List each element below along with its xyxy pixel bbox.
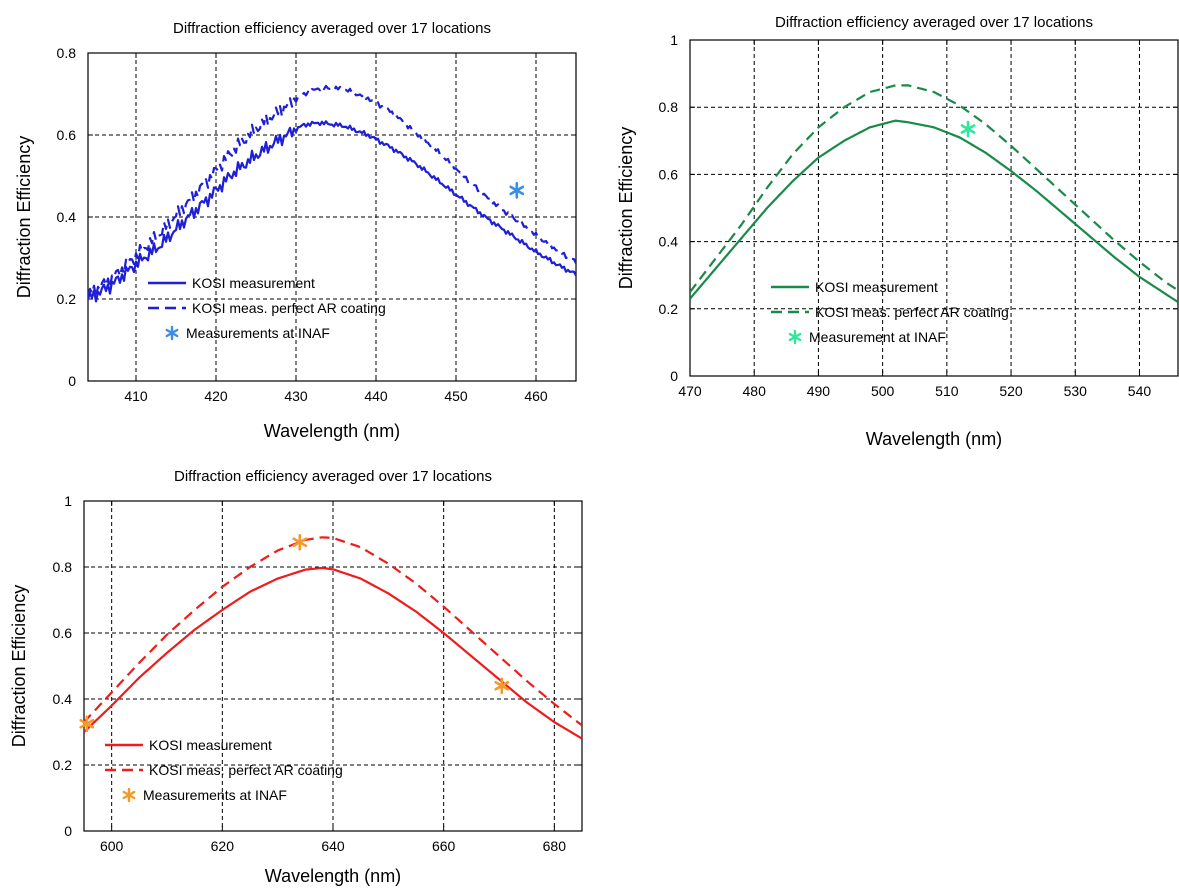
inaf-measurement-point [960,120,976,138]
x-tick-label: 640 [321,838,345,854]
legend-label: KOSI meas. perfect AR coating [192,300,386,316]
series-group [88,84,576,303]
legend-item: KOSI measurement [771,279,938,295]
x-tick-label: 450 [444,388,468,404]
y-tick-label: 0.6 [57,127,77,143]
y-tick-label: 0.6 [53,625,73,641]
y-axis-label: Diffraction Efficiency [14,136,34,298]
legend-star-icon [788,329,802,345]
chart-title: Diffraction efficiency averaged over 17 … [173,20,491,37]
x-tick-label: 460 [524,388,548,404]
legend-item: Measurements at INAF [165,325,330,341]
y-tick-label: 0.4 [53,691,73,707]
chart-title: Diffraction efficiency averaged over 17 … [775,14,1093,31]
y-tick-label: 0.8 [659,99,679,115]
legend-item: KOSI measurement [148,275,315,291]
x-tick-label: 470 [678,383,702,399]
legend: KOSI measurement KOSI meas. perfect AR co… [148,275,386,341]
x-tick-label: 490 [807,383,831,399]
y-tick-label: 0 [670,368,678,384]
series-line-kosi [88,120,576,303]
chart-3: Diffraction efficiency averaged over 17 … [9,468,583,886]
gridlines [88,53,576,381]
plot-area [689,39,1179,377]
y-tick-label: 0.2 [659,301,679,317]
series-line-ar-coating [88,84,576,298]
legend-label: KOSI meas. perfect AR coating [815,304,1009,320]
y-tick-label: 0.8 [57,45,77,61]
legend: KOSI measurement KOSI meas. perfect AR co… [771,279,1009,345]
legend-label: Measurements at INAF [186,325,330,341]
legend-item: KOSI measurement [105,737,272,753]
x-tick-label: 520 [999,383,1023,399]
x-tick-label: 540 [1128,383,1152,399]
chart-title: Diffraction efficiency averaged over 17 … [174,468,492,485]
x-tick-label: 430 [284,388,308,404]
legend-label: KOSI measurement [815,279,938,295]
series-line-ar-coating [690,84,1178,293]
y-tick-label: 0.2 [57,291,77,307]
x-tick-label: 410 [124,388,148,404]
y-tick-label: 1 [64,493,72,509]
legend-star-icon [165,325,179,341]
series-line-kosi [84,566,582,740]
series-group [690,84,1178,304]
y-tick-label: 0.4 [57,209,77,225]
legend-item: KOSI meas. perfect AR coating [105,762,343,778]
chart-1: Diffraction efficiency averaged over 17 … [14,20,577,441]
y-tick-label: 0 [64,823,72,839]
inaf-measurement-point [292,533,308,551]
x-tick-label: 660 [432,838,456,854]
x-tick-label: 510 [935,383,959,399]
x-axis-label: Wavelength (nm) [265,866,401,886]
legend-item: KOSI meas. perfect AR coating [148,300,386,316]
y-tick-label: 1 [670,32,678,48]
legend-item: KOSI meas. perfect AR coating [771,304,1009,320]
y-tick-label: 0 [68,373,76,389]
legend-label: Measurement at INAF [809,329,946,345]
chart-2: Diffraction efficiency averaged over 17 … [616,14,1179,449]
y-tick-label: 0.2 [53,757,73,773]
legend: KOSI measurement KOSI meas. perfect AR co… [105,737,343,803]
legend-label: KOSI meas. perfect AR coating [149,762,343,778]
inaf-measurement-point [494,677,510,695]
gridlines [690,40,1178,376]
legend-label: Measurements at INAF [143,787,287,803]
x-axis-label: Wavelength (nm) [264,421,400,441]
x-tick-label: 530 [1064,383,1088,399]
x-tick-label: 500 [871,383,895,399]
x-tick-label: 620 [211,838,235,854]
series-line-kosi [690,119,1178,304]
inaf-measurement-point [509,182,525,199]
legend-label: KOSI measurement [192,275,315,291]
y-tick-label: 0.4 [659,234,679,250]
series-group [84,536,582,740]
x-axis-label: Wavelength (nm) [866,429,1002,449]
x-tick-label: 600 [100,838,124,854]
legend-star-icon [122,787,136,803]
y-tick-label: 0.6 [659,166,679,182]
y-axis-label: Diffraction Efficiency [616,127,636,289]
inaf-measurement-point [79,715,95,733]
legend-item: Measurement at INAF [788,329,946,345]
x-tick-label: 680 [543,838,567,854]
legend-item: Measurements at INAF [122,787,287,803]
legend-label: KOSI measurement [149,737,272,753]
gridlines [84,501,582,831]
series-line-ar-coating [84,536,582,727]
x-tick-label: 440 [364,388,388,404]
y-axis-label: Diffraction Efficiency [9,585,29,747]
x-tick-label: 480 [743,383,767,399]
y-tick-label: 0.8 [53,559,73,575]
x-tick-label: 420 [204,388,228,404]
